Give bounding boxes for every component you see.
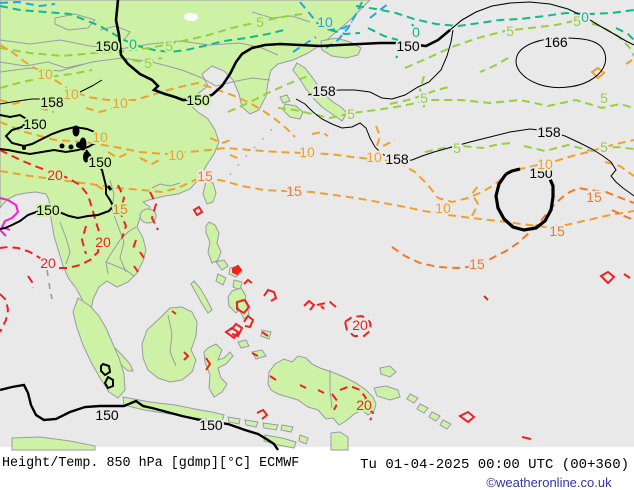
svg-text:15: 15 <box>286 183 302 199</box>
svg-text:Tu 01-04-2025 00:00 UTC (00+36: Tu 01-04-2025 00:00 UTC (00+360) <box>360 457 629 473</box>
svg-text:0: 0 <box>129 36 137 52</box>
svg-text:150: 150 <box>95 38 119 54</box>
svg-text:10: 10 <box>537 156 553 172</box>
svg-text:20: 20 <box>95 234 111 250</box>
svg-text:10: 10 <box>63 86 79 102</box>
svg-text:5: 5 <box>600 90 608 106</box>
svg-text:166: 166 <box>544 34 568 50</box>
svg-text:5: 5 <box>144 55 152 71</box>
svg-text:©weatheronline.co.uk: ©weatheronline.co.uk <box>486 475 612 490</box>
svg-text:5: 5 <box>420 90 428 106</box>
svg-text:150: 150 <box>186 92 210 108</box>
svg-text:20: 20 <box>40 255 56 271</box>
svg-text:0: 0 <box>412 24 420 40</box>
svg-text:158: 158 <box>537 124 561 140</box>
svg-text:15: 15 <box>197 168 213 184</box>
svg-text:10: 10 <box>317 14 333 30</box>
svg-text:158: 158 <box>312 83 336 99</box>
svg-text:150: 150 <box>88 154 112 170</box>
svg-text:20: 20 <box>356 397 372 413</box>
svg-text:150: 150 <box>396 38 420 54</box>
svg-text:10: 10 <box>92 129 108 145</box>
svg-text:15: 15 <box>586 189 602 205</box>
svg-text:10: 10 <box>299 144 315 160</box>
svg-text:5: 5 <box>506 23 514 39</box>
svg-text:Height/Temp. 850 hPa [gdmp][°C: Height/Temp. 850 hPa [gdmp][°C] ECMWF <box>2 456 299 471</box>
svg-text:158: 158 <box>40 94 64 110</box>
svg-text:15: 15 <box>112 201 128 217</box>
svg-text:5: 5 <box>347 106 355 122</box>
svg-text:5: 5 <box>165 38 173 54</box>
svg-text:150: 150 <box>95 407 119 423</box>
svg-text:5: 5 <box>600 139 608 155</box>
svg-text:15: 15 <box>549 223 565 239</box>
svg-text:150: 150 <box>36 202 60 218</box>
svg-text:10: 10 <box>366 149 382 165</box>
svg-text:20: 20 <box>352 317 368 333</box>
svg-text:5: 5 <box>453 140 461 156</box>
svg-text:0: 0 <box>581 9 589 25</box>
svg-text:5: 5 <box>573 13 581 29</box>
svg-text:150: 150 <box>199 417 223 433</box>
svg-text:158: 158 <box>385 151 409 167</box>
svg-text:5: 5 <box>256 14 264 30</box>
svg-text:150: 150 <box>529 165 553 181</box>
svg-text:150: 150 <box>23 116 47 132</box>
svg-text:10: 10 <box>112 95 128 111</box>
svg-text:15: 15 <box>469 256 485 272</box>
svg-text:10: 10 <box>37 66 53 82</box>
svg-text:10: 10 <box>168 147 184 163</box>
svg-text:10: 10 <box>435 200 451 216</box>
svg-text:20: 20 <box>47 167 63 183</box>
